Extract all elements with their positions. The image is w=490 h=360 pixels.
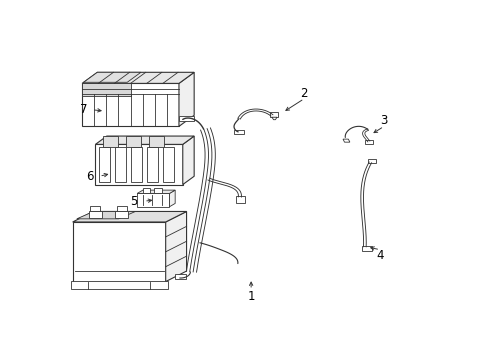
- Bar: [143, 188, 150, 193]
- Bar: [175, 274, 186, 279]
- Polygon shape: [183, 136, 194, 185]
- Bar: [89, 211, 102, 218]
- Text: 2: 2: [300, 87, 308, 100]
- Bar: [131, 147, 142, 182]
- Text: 3: 3: [380, 114, 388, 127]
- Polygon shape: [77, 211, 135, 219]
- Bar: [126, 136, 141, 147]
- Polygon shape: [73, 211, 187, 222]
- Polygon shape: [166, 211, 187, 282]
- Text: 4: 4: [376, 249, 384, 262]
- Bar: [148, 136, 164, 147]
- Bar: [115, 147, 126, 182]
- Polygon shape: [84, 72, 141, 82]
- Bar: [103, 136, 118, 147]
- Text: 7: 7: [79, 103, 87, 116]
- Text: 5: 5: [130, 195, 137, 208]
- Bar: [91, 206, 100, 211]
- Bar: [179, 116, 194, 121]
- Bar: [99, 147, 110, 182]
- Polygon shape: [272, 117, 277, 120]
- Polygon shape: [96, 136, 194, 144]
- Polygon shape: [170, 190, 175, 207]
- Bar: [117, 206, 126, 211]
- Bar: [137, 193, 170, 207]
- Bar: [115, 211, 128, 218]
- Polygon shape: [82, 72, 194, 84]
- Polygon shape: [343, 139, 350, 142]
- Bar: [236, 195, 245, 203]
- Bar: [71, 281, 168, 288]
- Polygon shape: [73, 222, 166, 282]
- Bar: [163, 147, 174, 182]
- Bar: [363, 246, 372, 251]
- Bar: [234, 130, 244, 134]
- Polygon shape: [82, 84, 130, 96]
- Polygon shape: [82, 84, 179, 126]
- Bar: [365, 140, 373, 144]
- Polygon shape: [96, 144, 183, 185]
- Bar: [147, 147, 158, 182]
- Text: 6: 6: [86, 170, 94, 183]
- Polygon shape: [179, 72, 194, 126]
- Bar: [368, 159, 376, 163]
- Bar: [270, 112, 278, 117]
- Bar: [154, 188, 162, 193]
- Text: 1: 1: [247, 290, 255, 303]
- Polygon shape: [137, 190, 175, 193]
